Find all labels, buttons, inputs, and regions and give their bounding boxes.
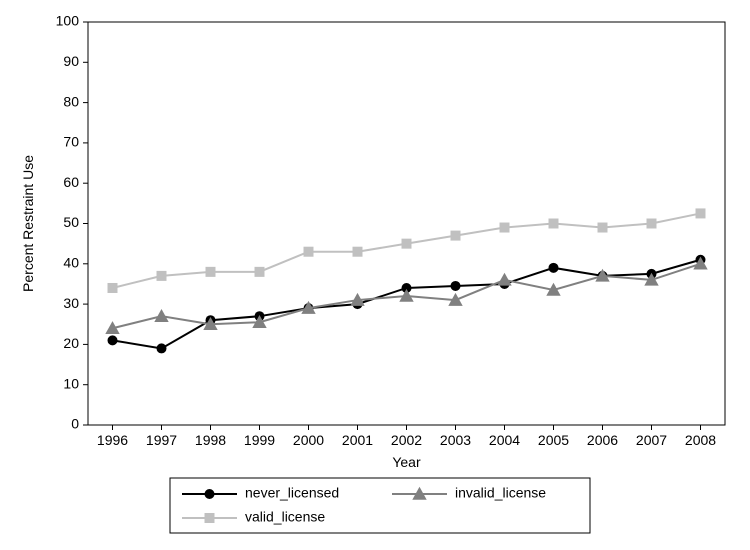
y-tick-label: 20 — [63, 335, 79, 351]
line-chart: 0 10 20 30 40 50 60 70 80 90 100 1996 1997 1998 1999 20… — [0, 0, 750, 545]
series-marker-valid_license — [206, 267, 216, 277]
legend-label: never_licensed — [245, 485, 339, 501]
x-tick-label: 1999 — [244, 432, 275, 448]
x-tick-label: 2002 — [391, 432, 422, 448]
series-marker-valid_license — [696, 208, 706, 218]
y-tick-label: 50 — [63, 214, 79, 230]
series-marker-valid_license — [647, 219, 657, 229]
x-tick-label: 2005 — [538, 432, 569, 448]
series-marker-valid_license — [549, 219, 559, 229]
y-tick-label: 10 — [63, 375, 79, 391]
y-tick-label: 40 — [63, 255, 79, 271]
x-tick-label: 2000 — [293, 432, 324, 448]
x-tick-label: 1998 — [195, 432, 226, 448]
y-tick-label: 30 — [63, 295, 79, 311]
y-tick-label: 80 — [63, 93, 79, 109]
x-tick-label: 2007 — [636, 432, 667, 448]
x-tick-label: 2008 — [685, 432, 716, 448]
x-tick-label: 1997 — [146, 432, 177, 448]
series-marker-valid_license — [157, 271, 167, 281]
y-tick-label: 100 — [56, 13, 80, 29]
y-axis-label: Percent Restraint Use — [20, 155, 36, 292]
series-marker-valid_license — [108, 283, 118, 293]
legend: never_licensed invalid_license valid_licen… — [170, 478, 590, 533]
series-marker-valid_license — [402, 239, 412, 249]
series-marker-never_licensed — [157, 343, 167, 353]
series-marker-valid_license — [598, 223, 608, 233]
series-marker-valid_license — [500, 223, 510, 233]
series-marker-valid_license — [353, 247, 363, 257]
series-marker-never_licensed — [451, 281, 461, 291]
x-tick-label: 2001 — [342, 432, 373, 448]
y-tick-label: 0 — [71, 416, 79, 432]
chart-container: 0 10 20 30 40 50 60 70 80 90 100 1996 1997 1998 1999 20… — [0, 0, 750, 545]
x-tick-label: 2006 — [587, 432, 618, 448]
plot-area — [88, 22, 725, 425]
legend-label: valid_license — [245, 509, 325, 525]
x-tick-label: 2003 — [440, 432, 471, 448]
series-marker-never_licensed — [108, 335, 118, 345]
y-tick-label: 70 — [63, 134, 79, 150]
x-tick-label: 2004 — [489, 432, 520, 448]
y-tick-label: 60 — [63, 174, 79, 190]
legend-label: invalid_license — [455, 485, 546, 501]
legend-sample-marker — [205, 489, 215, 499]
y-tick-label: 90 — [63, 53, 79, 69]
series-marker-valid_license — [304, 247, 314, 257]
series-marker-valid_license — [451, 231, 461, 241]
series-marker-never_licensed — [549, 263, 559, 273]
series-marker-valid_license — [255, 267, 265, 277]
x-tick-label: 1996 — [97, 432, 128, 448]
legend-sample-marker — [205, 513, 215, 523]
x-axis-label: Year — [392, 454, 421, 470]
